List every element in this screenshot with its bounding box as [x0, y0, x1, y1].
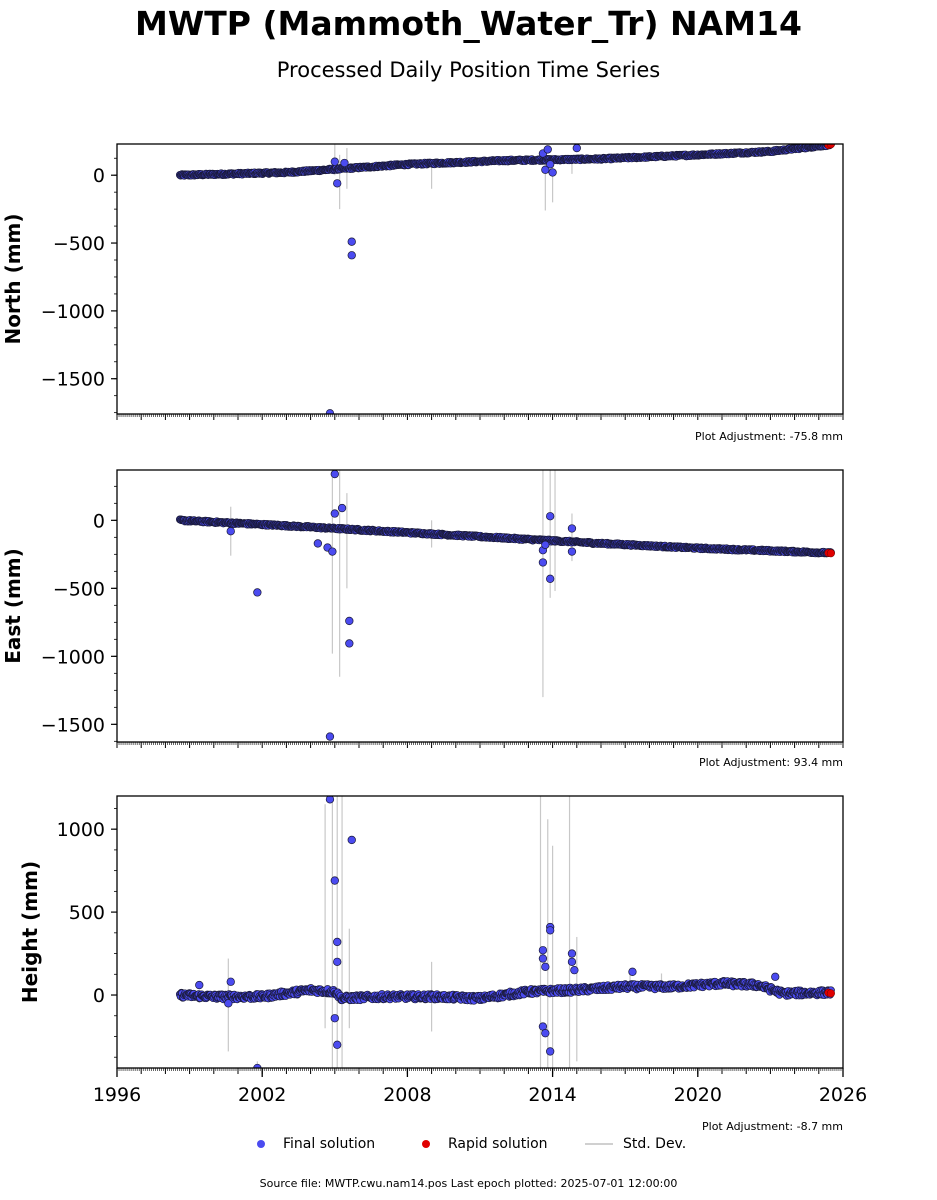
final-solution-point [195, 980, 204, 990]
final-solution-point [333, 957, 342, 967]
plot-frame [116, 795, 844, 1069]
y-axis-label: Height (mm) [18, 861, 42, 1003]
final-solution-point [538, 946, 548, 955]
final-solution-point [572, 144, 581, 153]
x-tick-label: 2008 [383, 1084, 431, 1106]
y-tick-label: 1000 [57, 819, 105, 841]
y-axis-label: North (mm) [1, 213, 25, 344]
final-solution-point [224, 999, 233, 1008]
final-solution-point [570, 965, 579, 975]
plot-area [175, 144, 835, 414]
final-solution-point [328, 547, 337, 556]
plot-area [175, 796, 835, 1068]
final-solution-point [628, 967, 637, 976]
final-solution-point [347, 251, 356, 260]
final-solution-point [541, 165, 550, 174]
final-solution-marker [257, 1140, 265, 1148]
chart-panel-2: 0 −500 −1000 −1500 East (mm) Plot Adjustment:… [1, 469, 844, 769]
final-solution-point [543, 145, 552, 154]
final-solution-point [541, 1029, 550, 1038]
final-solution-point [771, 972, 780, 981]
x-tick-label: 1996 [93, 1084, 141, 1106]
y-tick-label: −500 [53, 233, 105, 255]
legend-item-final: Final solution [257, 1136, 375, 1152]
source-file-note: Source file: MWTP.cwu.nam14.pos Last epo… [259, 1177, 678, 1190]
final-solution-point [546, 160, 555, 169]
page-subtitle: Processed Daily Position Time Series [276, 58, 661, 82]
legend-item-stddev: Std. Dev. [585, 1136, 686, 1152]
final-solution-point [337, 503, 347, 513]
y-tick-label: −500 [53, 578, 105, 600]
final-solution-point [330, 1014, 339, 1023]
final-solution-point [548, 168, 557, 177]
legend-final-label: Final solution [283, 1136, 376, 1152]
plot-frame [116, 143, 844, 415]
final-solution-point [567, 957, 577, 967]
legend: Final solution Rapid solution Std. Dev. [0, 1136, 937, 1158]
plot-adjustment-note: Plot Adjustment: 93.4 mm [699, 756, 843, 769]
chart-panel-1: 0 −500 −1000 −1500 North (mm) Plot Adjustment… [1, 143, 844, 443]
final-solution-point [330, 509, 339, 518]
final-solution-point [567, 524, 577, 533]
rapid-solution-point [826, 549, 835, 558]
final-solution-point [325, 732, 335, 741]
rapid-solution-point [826, 989, 835, 998]
rapid-solution-marker [422, 1140, 430, 1148]
final-solution-point [330, 876, 339, 885]
final-solution-point [546, 512, 555, 521]
final-solution-point [340, 158, 349, 168]
chart-panel-3: 0 500 1000 1996 2002 2008 2014 2020 2026 Height (… [18, 795, 867, 1133]
plot-frame [116, 469, 844, 743]
final-solution-point [325, 409, 335, 414]
final-solution-point [226, 527, 235, 536]
legend-item-rapid: Rapid solution [422, 1136, 548, 1152]
final-solution-point [546, 926, 555, 935]
final-solution-point [567, 949, 577, 958]
final-solution-point [538, 558, 548, 567]
y-tick-label: −1000 [41, 646, 105, 668]
x-tick-label: 2026 [819, 1084, 867, 1106]
final-solution-point [330, 470, 339, 479]
final-solution-point [253, 588, 262, 597]
plot-area [175, 470, 835, 741]
page-title: MWTP (Mammoth_Water_Tr) NAM14 [135, 4, 802, 43]
plot-adjustment-note: Plot Adjustment: -8.7 mm [702, 1120, 843, 1133]
final-solution-point [313, 539, 323, 548]
legend-rapid-label: Rapid solution [448, 1136, 548, 1152]
y-axis-label: East (mm) [1, 548, 25, 664]
final-solution-point [325, 796, 335, 804]
final-solution-point [333, 937, 342, 947]
final-solution-point [330, 157, 339, 166]
final-solution-point [226, 977, 235, 986]
x-tick-label: 2020 [674, 1084, 722, 1106]
y-tick-label: 500 [69, 902, 105, 924]
std-dev-marker [585, 1143, 613, 1145]
final-solution-point [333, 1040, 342, 1049]
plot-adjustment-note: Plot Adjustment: -75.8 mm [695, 430, 843, 443]
y-tick-label: −1500 [41, 714, 105, 736]
final-solution-point [567, 547, 577, 556]
y-tick-label: 0 [93, 985, 105, 1007]
final-solution-point [347, 237, 356, 246]
final-solution-point [347, 835, 356, 845]
x-tick-label: 2014 [528, 1084, 576, 1106]
final-solution-point [546, 574, 555, 583]
y-tick-label: 0 [93, 510, 105, 532]
x-tick-label: 2002 [238, 1084, 286, 1106]
legend-stddev-label: Std. Dev. [623, 1136, 687, 1152]
y-tick-label: −1000 [41, 301, 105, 323]
y-tick-label: −1500 [41, 369, 105, 391]
final-solution-point [333, 179, 342, 188]
final-solution-point [345, 616, 354, 626]
final-solution-point [541, 962, 550, 971]
final-solution-point [546, 1047, 555, 1056]
y-tick-label: 0 [93, 165, 105, 187]
final-solution-point [538, 954, 548, 963]
final-solution-point [541, 540, 550, 549]
final-solution-point [345, 639, 354, 648]
